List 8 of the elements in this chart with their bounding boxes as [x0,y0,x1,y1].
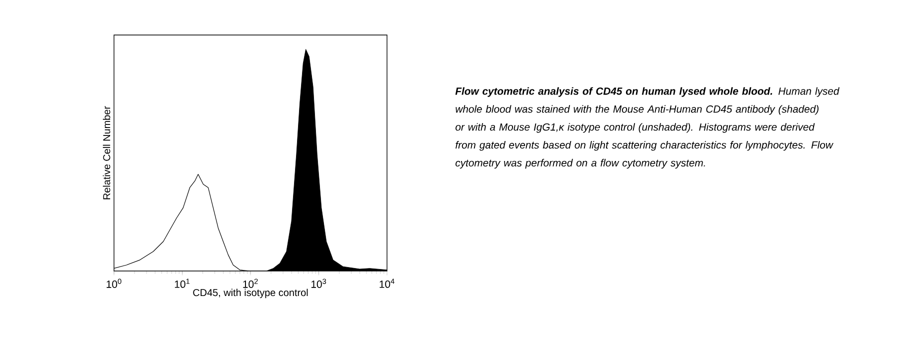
x-tick-label: 10$^{3}$ [311,278,326,288]
y-axis-title: Relative Cell Number [102,106,110,200]
x-axis-title: CD45, with isotype control [193,288,308,298]
x-tick-label: 10$^{1}$ [174,278,190,288]
text: Flow cytometric analysis of CD45 on human lysed whole blood. Human lysed whole blood was stained with the Mouse Anti-Human CD45 antibody (shaded) or with a Mouse IgG1,κ isotype control (unshaded). Histograms were derived from gated events based on light scattering characteristics for lymphocytes. Flow cytometry was performed on a flow cytometry system. [455,87,840,169]
x-tick-label: 10$^{4}$ [380,278,394,288]
x-tick-label: 10$^{0}$ [106,278,122,288]
x-tick-label: 10$^{2}$ [243,278,258,288]
